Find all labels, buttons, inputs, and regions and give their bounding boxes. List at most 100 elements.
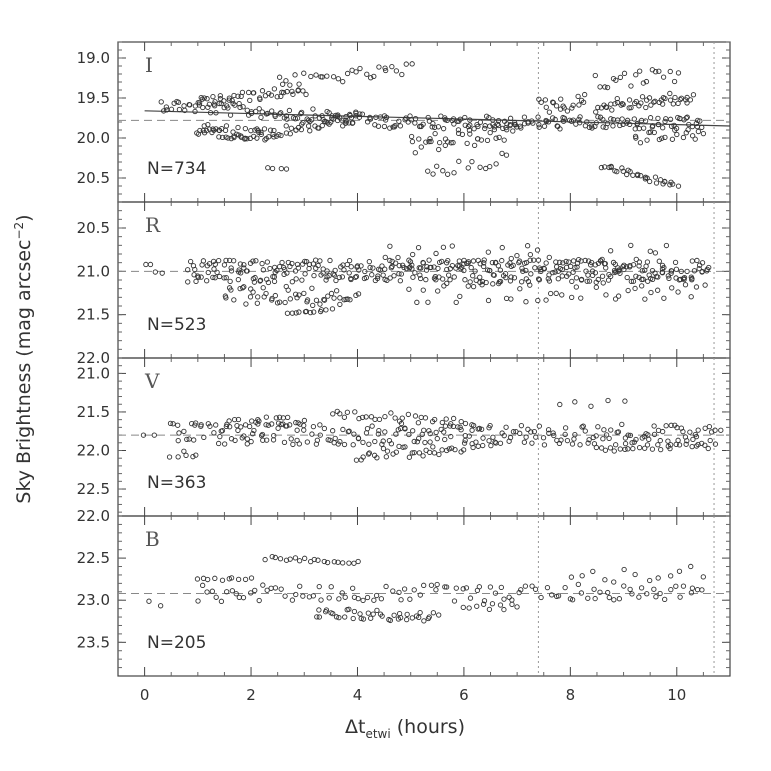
data-point-B (421, 618, 427, 624)
data-point-V (541, 442, 548, 448)
data-point-R (331, 295, 337, 301)
data-point-V (702, 425, 708, 431)
data-point-B (272, 585, 279, 591)
data-point-V (244, 436, 250, 442)
data-point-B (289, 597, 296, 603)
data-point-R (669, 268, 675, 274)
data-point-V (341, 414, 348, 420)
data-point-V (503, 424, 509, 430)
data-point-R (467, 279, 473, 285)
data-point-R (559, 266, 565, 273)
data-point-R (639, 268, 645, 274)
data-point-R (519, 265, 525, 271)
data-point-I (477, 119, 484, 125)
data-point-B (212, 575, 218, 581)
data-point-R (485, 297, 492, 304)
data-point-I (570, 102, 576, 108)
y-tick-label-V: 22.5 (77, 480, 110, 498)
data-point-R (546, 278, 553, 284)
data-point-I (478, 137, 485, 143)
data-point-R (583, 268, 589, 274)
data-point-V (411, 449, 417, 456)
data-point-I (457, 116, 463, 122)
data-point-I (423, 139, 429, 145)
data-point-R (649, 267, 656, 274)
y-tick-label-B: 22.0 (77, 507, 110, 525)
data-point-B (390, 588, 396, 594)
data-point-I (305, 117, 312, 123)
data-point-I (699, 124, 705, 131)
data-point-V (490, 434, 496, 440)
data-point-V (446, 446, 452, 452)
data-point-R (216, 257, 222, 264)
panels-layer: 19.0 19.5 20.0 20.5 I N=734 20.5 21.0 21.5 22.0 R N… (77, 41, 731, 704)
data-point-V (301, 427, 307, 433)
data-point-V (376, 427, 382, 434)
data-point-I (477, 164, 483, 170)
data-point-R (462, 277, 468, 283)
data-point-I (277, 111, 283, 117)
data-point-V (439, 447, 445, 453)
y-axis-title-main: Sky Brightness (mag arcsec (13, 240, 35, 504)
data-point-R (284, 270, 290, 276)
data-point-I (313, 72, 319, 78)
y-axis-title-close: ) (13, 214, 35, 221)
data-point-I (244, 136, 250, 142)
data-point-B (340, 560, 346, 566)
data-point-R (457, 293, 463, 300)
data-point-I (610, 123, 616, 129)
data-point-R (337, 301, 343, 308)
data-point-V (619, 421, 625, 428)
data-point-I (278, 110, 284, 116)
data-point-R (543, 260, 549, 266)
data-point-R (143, 261, 149, 268)
data-point-B (616, 596, 623, 602)
data-point-I (429, 124, 435, 130)
data-point-R (205, 269, 211, 276)
data-point-V (630, 445, 636, 452)
data-point-R (505, 262, 511, 268)
data-point-V (265, 422, 272, 428)
data-point-I (517, 123, 523, 129)
data-point-R (407, 264, 413, 270)
data-point-R (665, 273, 671, 279)
data-point-I (347, 111, 353, 118)
data-point-V (466, 433, 472, 439)
data-point-I (350, 120, 356, 126)
data-point-I (474, 121, 480, 128)
data-point-R (502, 270, 509, 277)
data-point-V (399, 415, 405, 421)
data-point-R (299, 277, 305, 283)
data-point-V (193, 452, 199, 458)
data-point-I (650, 123, 656, 129)
data-point-B (218, 598, 225, 604)
data-point-R (702, 282, 708, 288)
data-point-R (496, 280, 502, 287)
data-point-B (314, 614, 320, 620)
data-point-B (501, 606, 507, 613)
data-point-R (675, 289, 681, 295)
data-point-I (387, 125, 393, 131)
data-point-I (656, 68, 662, 74)
data-point-I (689, 133, 696, 139)
data-point-I (396, 118, 402, 124)
data-point-I (307, 128, 313, 134)
data-point-R (678, 268, 684, 275)
data-point-I (218, 100, 224, 107)
data-point-R (536, 277, 543, 283)
data-point-B (252, 587, 258, 594)
data-point-V (431, 450, 438, 456)
data-point-B (636, 594, 642, 600)
data-point-B (300, 593, 306, 599)
data-point-V (585, 440, 591, 446)
data-point-I (604, 84, 611, 91)
data-point-V (488, 442, 494, 449)
data-point-B (219, 577, 226, 583)
data-point-V (712, 441, 719, 447)
data-point-R (451, 274, 457, 280)
data-point-B (516, 589, 522, 596)
data-point-V (402, 425, 408, 431)
data-point-R (211, 266, 217, 272)
data-point-V (617, 446, 623, 452)
data-point-I (276, 74, 283, 80)
